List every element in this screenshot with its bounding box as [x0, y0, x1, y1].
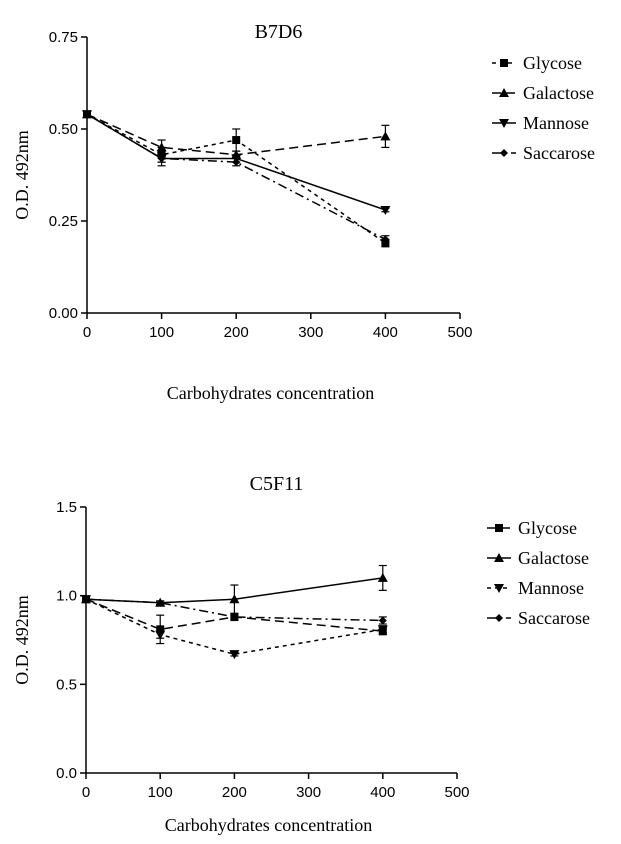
legend-item-mannose: Mannose: [492, 113, 589, 133]
legend-marker: [494, 553, 504, 562]
data-point: [83, 110, 91, 119]
series-line: [86, 113, 386, 244]
data-point: [155, 630, 166, 640]
data-point: [82, 595, 90, 604]
legend-marker: [500, 149, 508, 157]
y-tick-label: 1.5: [56, 499, 77, 516]
legend-marker: [499, 119, 509, 128]
series-line: [85, 598, 383, 632]
y-axis-label: O.D. 492nm: [12, 130, 32, 220]
x-tick-label: 0: [82, 784, 90, 801]
x-tick-label: 300: [296, 784, 321, 801]
chart-title: B7D6: [255, 21, 303, 43]
data-point: [380, 131, 391, 141]
y-tick-label: 0.00: [49, 305, 78, 322]
data-point: [381, 235, 390, 244]
y-axis-label: O.D. 492nm: [12, 595, 32, 685]
data-point: [377, 625, 388, 635]
series-line: [86, 113, 386, 156]
series-line: [85, 598, 383, 655]
series-glycose: [83, 110, 390, 248]
x-tick-label: 100: [148, 784, 173, 801]
chart-title: C5F11: [250, 473, 304, 495]
data-point: [380, 205, 391, 215]
legend-marker: [499, 88, 509, 97]
series-saccarose: [82, 595, 387, 625]
x-tick-label: 400: [370, 784, 395, 801]
data-point: [229, 594, 240, 604]
legend-item-galactose: Galactose: [487, 548, 589, 568]
y-tick-label: 0.0: [56, 765, 77, 782]
x-tick-label: 200: [222, 784, 247, 801]
y-tick-label: 0.75: [49, 29, 78, 46]
y-tick-label: 1.0: [56, 588, 77, 605]
x-tick-label: 300: [298, 324, 323, 341]
legend-label: Galactose: [523, 83, 594, 103]
data-point: [230, 612, 239, 621]
legend-item-glycose: Glycose: [487, 518, 577, 538]
x-tick-label: 0: [83, 324, 91, 341]
legend-marker: [495, 614, 503, 622]
x-axis-label: Carbohydrates concentration: [165, 815, 372, 835]
y-tick-label: 0.25: [49, 213, 78, 230]
x-tick-label: 200: [224, 324, 249, 341]
y-tick-label: 0.5: [56, 676, 77, 693]
data-point: [232, 136, 241, 145]
series-saccarose: [83, 110, 390, 244]
legend-label: Glycose: [518, 518, 577, 538]
legend-label: Glycose: [523, 53, 582, 73]
data-point: [157, 154, 166, 163]
x-tick-label: 400: [373, 324, 398, 341]
x-tick-label: 100: [149, 324, 174, 341]
y-tick-label: 0.50: [49, 121, 78, 138]
legend-label: Mannose: [523, 113, 589, 133]
data-point: [156, 625, 165, 634]
data-point: [156, 142, 167, 152]
data-point: [156, 598, 165, 607]
chart-1: C5F11 0 100 200 300 400 500 0.0 0.5 1.0 1.5 Carbohy…: [12, 473, 590, 835]
data-point: [232, 158, 241, 167]
series-line: [86, 113, 386, 241]
legend-label: Galactose: [518, 548, 589, 568]
legend-item-galactose: Galactose: [492, 83, 594, 103]
legend-label: Mannose: [518, 578, 584, 598]
x-tick-label: 500: [447, 324, 472, 341]
legend-item-saccarose: Saccarose: [487, 608, 590, 628]
legend-item-glycose: Glycose: [492, 53, 582, 73]
series-line: [85, 577, 383, 604]
x-axis-label: Carbohydrates concentration: [167, 383, 374, 403]
series-galactose: [81, 564, 388, 615]
legend-marker: [494, 584, 504, 593]
data-point: [378, 616, 387, 625]
legend-label: Saccarose: [518, 608, 590, 628]
legend-item-mannose: Mannose: [487, 578, 584, 598]
x-tick-label: 500: [444, 784, 469, 801]
legend-label: Saccarose: [523, 143, 595, 163]
data-point: [229, 650, 240, 660]
legend-item-saccarose: Saccarose: [492, 143, 595, 163]
legend-marker: [495, 524, 503, 532]
chart-0: B7D6 0 100 200 300 400 500 0.00 0.25 0.50 0.75 Carb…: [12, 21, 595, 403]
legend-marker: [500, 59, 508, 67]
data-point: [377, 572, 388, 582]
